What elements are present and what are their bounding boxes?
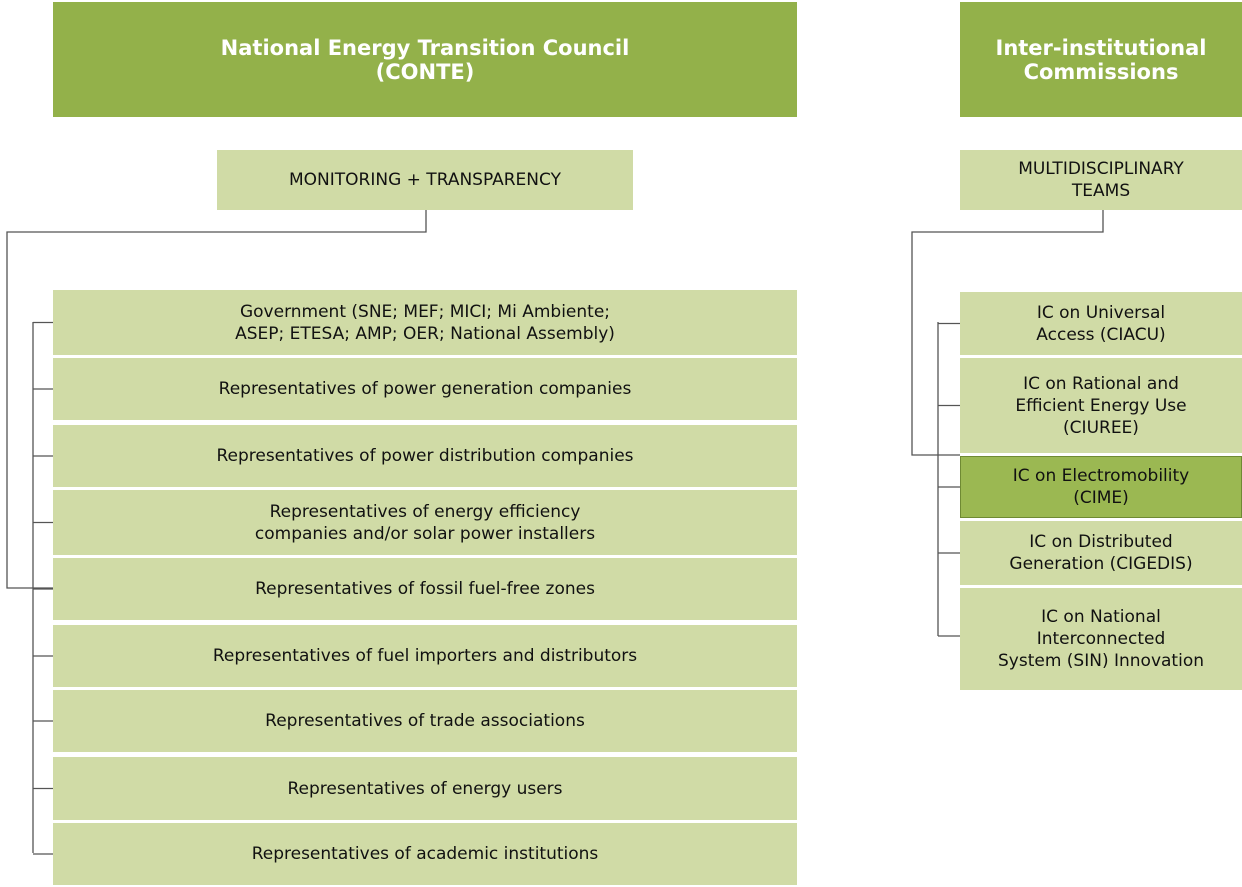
text-line: Representatives of power generation comp… (218, 379, 632, 399)
text-line: IC on Electromobility (1012, 466, 1190, 486)
text-line: MULTIDISCIPLINARY (1018, 159, 1184, 179)
text-line: System (SIN) Innovation (998, 651, 1204, 671)
text-line: Interconnected (1036, 629, 1166, 649)
box: Representatives of fossil fuel-free zone… (53, 558, 797, 620)
box: Representatives of trade associations (53, 690, 797, 752)
text-line: Representatives of fuel importers and di… (212, 646, 638, 666)
box: IC on Electromobility (CIME) (960, 456, 1242, 518)
text-line: Representatives of trade associations (265, 711, 585, 731)
box: Representatives of energy efficiency comp… (53, 490, 797, 555)
box: IC on Distributed Generation (CIGEDIS) (960, 521, 1242, 585)
box: MONITORING + TRANSPARENCY (217, 150, 633, 210)
box: MULTIDISCIPLINARY TEAMS (960, 150, 1242, 210)
box: IC on National Interconnected System (SIN)… (960, 588, 1242, 690)
text-line: ASEP; ETESA; AMP; OER; National Assembly… (235, 323, 615, 344)
ticks (33, 321, 960, 855)
box: National Energy Transition Council (CONTE… (53, 2, 797, 117)
text-line: Representatives of energy users (287, 778, 563, 799)
text-line: Inter-institutional (995, 35, 1207, 60)
text-line: (CIME) (1073, 488, 1129, 508)
text-line: Commissions (1023, 59, 1179, 84)
box: Representatives of academic institutions (53, 823, 797, 885)
text-line: Efficient Energy Use (1015, 395, 1187, 416)
box: Inter-institutional Commissions (960, 2, 1242, 117)
text-line: Representatives of energy efficiency (269, 501, 581, 522)
box: Representatives of energy users (53, 757, 797, 820)
text-line: Generation (CIGEDIS) (1009, 554, 1193, 574)
text-line: Access (CIACU) (1036, 324, 1166, 345)
text-line: Government (SNE; MEF; MICI; Mi Ambiente; (239, 301, 611, 322)
box: Government (SNE; MEF; MICI; Mi Ambiente;… (53, 290, 797, 355)
text-line: Representatives of fossil fuel-free zone… (255, 579, 595, 599)
text-line: MONITORING + TRANSPARENCY (289, 170, 561, 190)
text-line: National Energy Transition Council (220, 35, 630, 60)
connector (6, 210, 427, 589)
text-line: IC on Distributed (1029, 532, 1173, 552)
text-line: Representatives of academic institutions (251, 844, 599, 864)
box: Representatives of fuel importers and di… (53, 625, 797, 687)
text-line: TEAMS (1071, 181, 1131, 201)
box: IC on Universal Access (CIACU) (960, 292, 1242, 355)
text-line: (CIUREE) (1063, 417, 1139, 438)
text-line: (CONTE) (375, 59, 475, 84)
text-line: IC on Universal (1036, 302, 1166, 323)
text-line: IC on National (1041, 607, 1161, 627)
text-line: Representatives of power distribution co… (216, 446, 634, 466)
text-line: IC on Rational and (1023, 373, 1179, 394)
box: Representatives of power generation comp… (53, 358, 797, 420)
box: Representatives of power distribution co… (53, 425, 797, 487)
connector (911, 210, 1104, 456)
text-line: companies and/or solar power installers (254, 523, 596, 544)
box: IC on Rational and Efficient Energy Use (C… (960, 358, 1242, 453)
